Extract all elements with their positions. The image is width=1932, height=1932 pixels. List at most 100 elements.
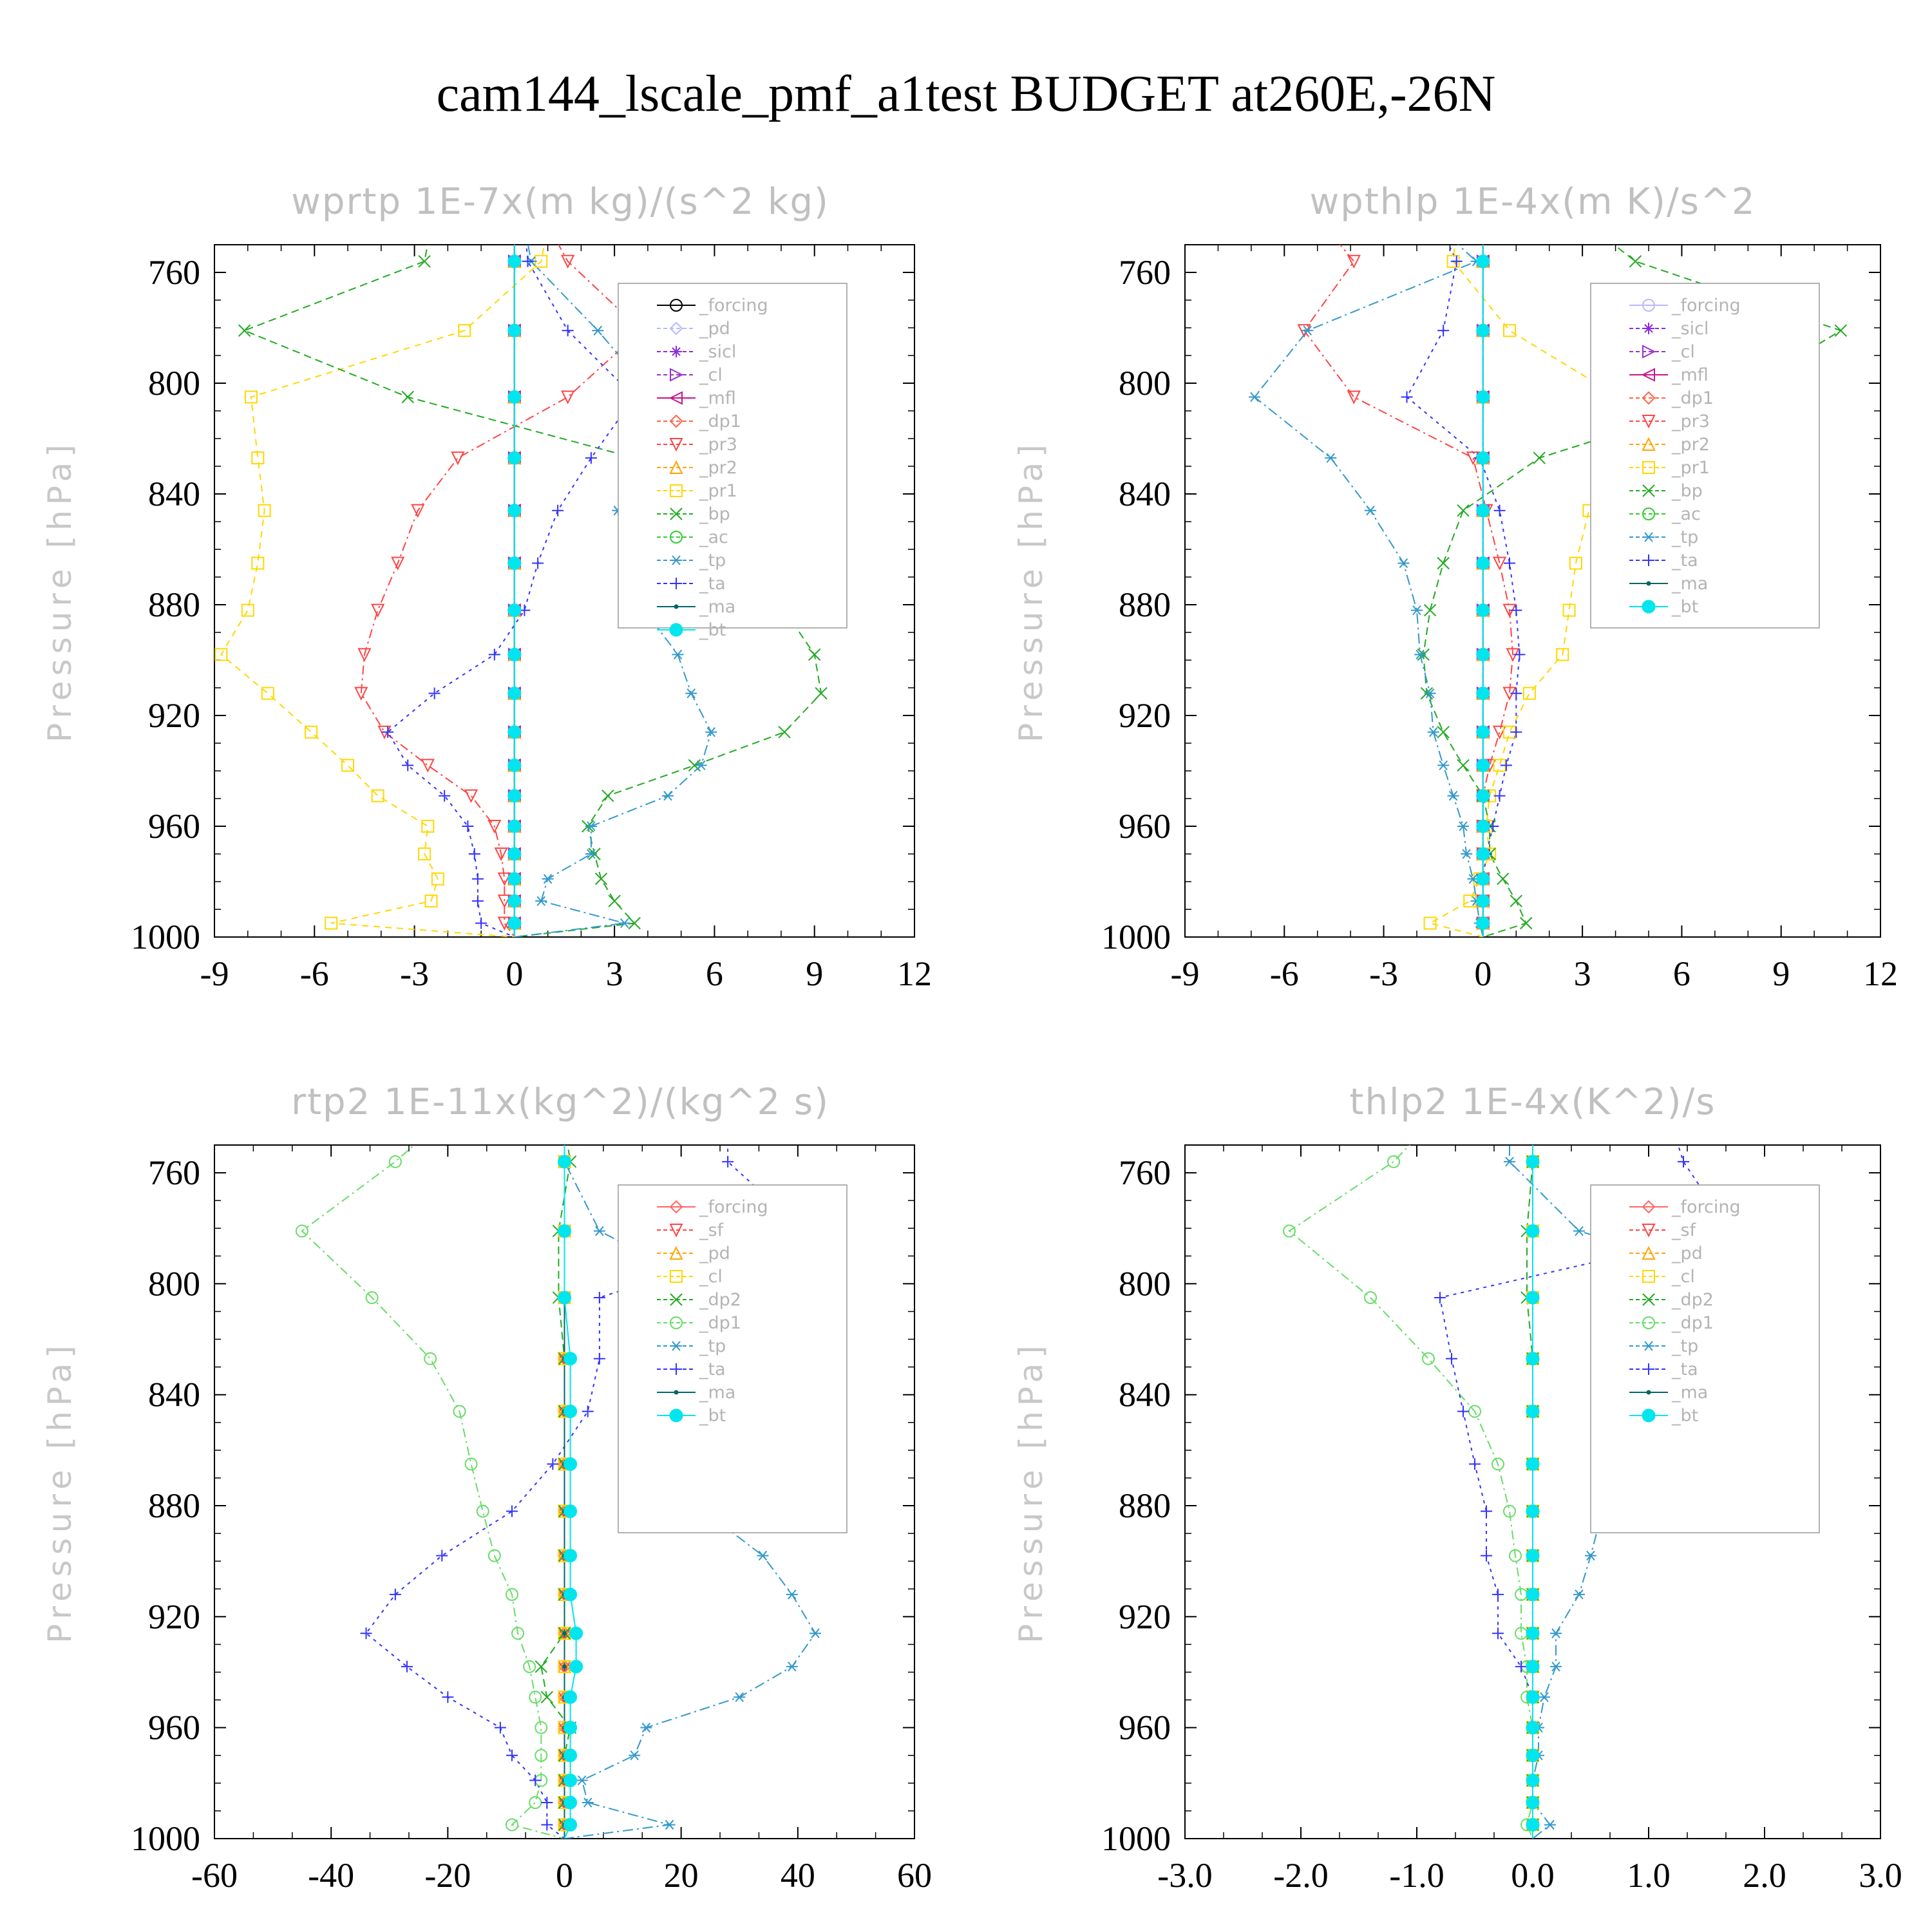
- series-point-ma: [562, 1631, 567, 1636]
- legend-marker: [1642, 507, 1655, 520]
- legend-marker: [670, 507, 683, 520]
- x-tick-label: -20: [424, 1856, 471, 1895]
- series-point-ta: [1492, 1588, 1504, 1600]
- series-point-dp1: [488, 1549, 501, 1562]
- series-point-bt: [1526, 1795, 1540, 1810]
- x-tick-label: -3: [1369, 954, 1398, 993]
- y-tick-label: 920: [148, 696, 200, 735]
- series-point-bp: [1423, 603, 1437, 617]
- y-tick-label: 960: [1119, 1709, 1171, 1747]
- legend-label: _sf: [1671, 1220, 1697, 1240]
- legend-marker: [669, 1200, 683, 1214]
- series-point-ta: [1492, 1627, 1504, 1640]
- legend-marker: [669, 321, 683, 336]
- legend-label: _pd: [1671, 1244, 1703, 1264]
- series-point-ta: [360, 1627, 372, 1640]
- series-point-pr3: [561, 390, 575, 404]
- series-point-bp: [1457, 504, 1470, 517]
- series-point-bt: [1476, 725, 1490, 739]
- y-tick-label: 840: [1119, 1376, 1171, 1414]
- series-point-tp: [1397, 558, 1410, 569]
- series-point-bp: [1834, 324, 1847, 337]
- series-point-bt: [564, 1405, 578, 1419]
- series-point-bp: [808, 648, 821, 661]
- series-point-bt: [1476, 556, 1490, 570]
- series-point-ta: [436, 1549, 448, 1562]
- series-point-bt: [1476, 916, 1490, 930]
- y-tick-label: 760: [148, 1153, 200, 1192]
- series-point-bt: [1476, 647, 1490, 661]
- y-tick-label: 800: [1119, 1264, 1171, 1303]
- legend-marker: [1642, 484, 1655, 497]
- legend-marker: [1642, 1224, 1656, 1238]
- series-point-ta: [494, 1721, 506, 1734]
- series-point-dp1: [535, 1748, 548, 1762]
- series-point-bt: [1526, 1291, 1540, 1305]
- legend-label: _tp: [1671, 527, 1698, 547]
- y-tick-label: 840: [1119, 475, 1171, 513]
- x-tick-label: 0: [1474, 954, 1492, 993]
- series-point-bt: [1476, 872, 1490, 886]
- series-point-pr1: [251, 451, 265, 465]
- legend-marker: [668, 391, 683, 405]
- legend-label: _bt: [1671, 597, 1698, 617]
- legend-marker: [1642, 415, 1656, 429]
- legend-label: _dp1: [699, 1313, 741, 1333]
- series-point-tp: [592, 325, 604, 336]
- series-point-tp: [1302, 325, 1314, 336]
- series-point-ta: [471, 873, 484, 885]
- series-point-ta: [1457, 1405, 1469, 1417]
- series-point-dp1: [295, 1224, 308, 1238]
- series-point-bt: [1526, 1352, 1540, 1366]
- series-point-bt: [564, 1690, 578, 1704]
- series-point-ta: [382, 726, 394, 738]
- series-point-bt: [1476, 894, 1490, 908]
- series-point-bt: [569, 1660, 583, 1674]
- series-point-ta: [462, 820, 474, 832]
- y-tick-label: 1000: [131, 918, 200, 956]
- series-point-tp: [576, 1775, 588, 1786]
- series-point-pr1: [1556, 648, 1569, 661]
- series-point-pr1: [424, 895, 438, 908]
- series-point-ta: [506, 1749, 518, 1761]
- series-point-tp: [1447, 791, 1459, 801]
- series-point-tp: [663, 1819, 676, 1830]
- y-axis-label: Pressure [hPa]: [1012, 439, 1050, 743]
- y-tick-label: 1000: [131, 1819, 200, 1858]
- series-point-ta: [389, 1588, 401, 1600]
- legend-marker: [1642, 299, 1655, 312]
- series-point-dp1: [511, 1627, 525, 1640]
- series-point-bt: [507, 916, 522, 930]
- legend: _forcing _sf _pd _cl _dp2 _dp1 _tp _ta _ma _bt: [618, 1184, 848, 1533]
- y-tick-label: 840: [148, 1376, 200, 1414]
- series-point-bp: [1437, 556, 1450, 570]
- series-point-bt: [564, 1748, 578, 1763]
- panel-title: wpthlp 1E-4x(m K)/s^2: [1309, 181, 1756, 223]
- legend-label: _bp: [1671, 481, 1703, 501]
- legend-marker: [669, 1408, 683, 1423]
- legend-marker: [670, 1316, 683, 1329]
- legend-marker: [1642, 1293, 1655, 1306]
- series-point-bt: [507, 504, 522, 518]
- series-point-tp: [1550, 1628, 1562, 1638]
- legend-label: _ma: [1671, 1383, 1708, 1403]
- legend-label: _dp1: [699, 412, 741, 431]
- series-point-tp: [618, 918, 630, 929]
- series-point-dp1: [523, 1660, 536, 1673]
- legend-marker: [670, 531, 683, 544]
- series-point-ta: [532, 557, 544, 569]
- legend-marker: [1642, 461, 1655, 474]
- x-tick-label: 9: [806, 954, 823, 993]
- legend-label: _ac: [699, 527, 728, 547]
- series-point-tp: [1427, 727, 1439, 737]
- legend-marker: [1642, 345, 1656, 359]
- legend-marker: [1643, 532, 1654, 542]
- series-point-dp1: [529, 1795, 542, 1809]
- legend-marker: [1642, 1200, 1656, 1214]
- legend-label: _cl: [699, 1267, 723, 1287]
- series-point-bt: [1526, 1549, 1540, 1563]
- series-point-bt: [1526, 1774, 1540, 1788]
- x-tick-label: 3.0: [1859, 1856, 1902, 1895]
- legend-label: _dp2: [699, 1290, 741, 1310]
- series-point-bt: [507, 603, 522, 618]
